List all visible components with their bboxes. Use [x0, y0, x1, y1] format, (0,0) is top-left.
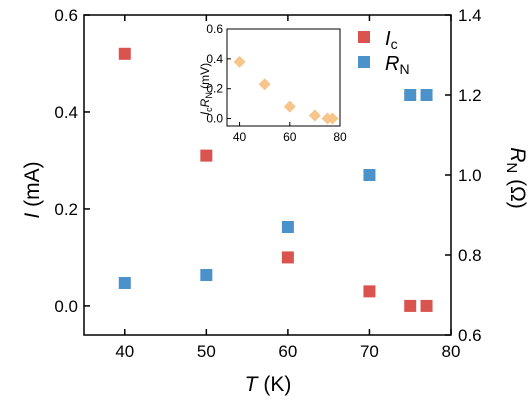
inset-y-axis-label: IcRN (mV)	[198, 63, 214, 115]
rn-data-point	[363, 169, 376, 181]
right-y-tick-label: 1.0	[458, 166, 482, 185]
inset-data-point	[326, 112, 339, 125]
x-tick-label: 60	[278, 342, 297, 361]
x-tick-label: 50	[197, 342, 216, 361]
inset-x-tick-label: 40	[233, 130, 247, 144]
inset-x-tick-label: 80	[333, 130, 347, 144]
inset-chart: 0.0 0.2 0.4 0.6 40 60 80 IcRN (mV)	[198, 22, 347, 144]
ic-data-point	[363, 285, 376, 298]
left-y-tick-label: 0.2	[54, 200, 78, 219]
inset-data-points	[233, 55, 339, 125]
x-tick-label: 40	[115, 342, 134, 361]
inset-plot-area	[226, 28, 341, 127]
ic-data-point	[404, 299, 417, 312]
left-y-tick-label: 0.6	[54, 6, 78, 25]
rn-data-point	[200, 269, 213, 281]
legend-label-ic: Ic	[385, 28, 398, 52]
left-y-tick-label: 0.4	[54, 103, 78, 122]
legend-marker-rn	[358, 56, 370, 68]
inset-y-tick-label: 0.4	[206, 52, 223, 66]
inset-data-point	[283, 100, 296, 113]
ic-data-point	[200, 149, 213, 162]
inset-y-tick-label: 0.0	[206, 112, 223, 126]
right-y-tick-label: 0.6	[458, 326, 482, 345]
left-y-axis-label: I (mA)	[21, 161, 44, 218]
inset-x-tick-label: 60	[283, 130, 297, 144]
inset-data-point	[308, 109, 321, 122]
x-tick-label: 80	[442, 342, 461, 361]
right-y-tick-label: 1.4	[458, 6, 482, 25]
rn-data-point	[118, 277, 131, 289]
ic-data-point	[118, 47, 131, 60]
x-tick-label: 70	[360, 342, 379, 361]
x-axis: 40 50 60 70 80	[115, 15, 460, 361]
ic-data-point	[420, 299, 433, 312]
rn-data-point	[420, 89, 433, 101]
right-y-tick-label: 0.8	[458, 246, 482, 265]
right-y-axis-label: RN (Ω)	[503, 147, 529, 209]
inset-data-point	[258, 78, 271, 91]
left-y-tick-label: 0.0	[54, 297, 78, 316]
inset-y-tick-label: 0.6	[206, 22, 223, 36]
x-axis-label: T (K)	[245, 373, 292, 396]
right-y-axis: 0.6 0.8 1.0 1.2 1.4	[445, 6, 482, 345]
main-data-points	[118, 47, 433, 312]
rn-data-point	[404, 89, 417, 101]
legend-marker-ic	[358, 31, 370, 43]
legend: Ic RN	[358, 28, 410, 77]
rn-data-point	[281, 221, 294, 233]
inset-x-axis: 40 60 80	[233, 122, 347, 144]
inset-frame-border	[226, 28, 341, 127]
right-y-tick-label: 1.2	[458, 86, 482, 105]
legend-label-rn: RN	[385, 53, 410, 77]
inset-y-tick-label: 0.2	[206, 82, 223, 96]
ic-data-point	[281, 251, 294, 264]
inset-data-point	[233, 55, 246, 68]
inset-y-axis: 0.0 0.2 0.4 0.6	[206, 22, 231, 126]
left-y-axis: 0.0 0.2 0.4 0.6	[54, 6, 90, 316]
